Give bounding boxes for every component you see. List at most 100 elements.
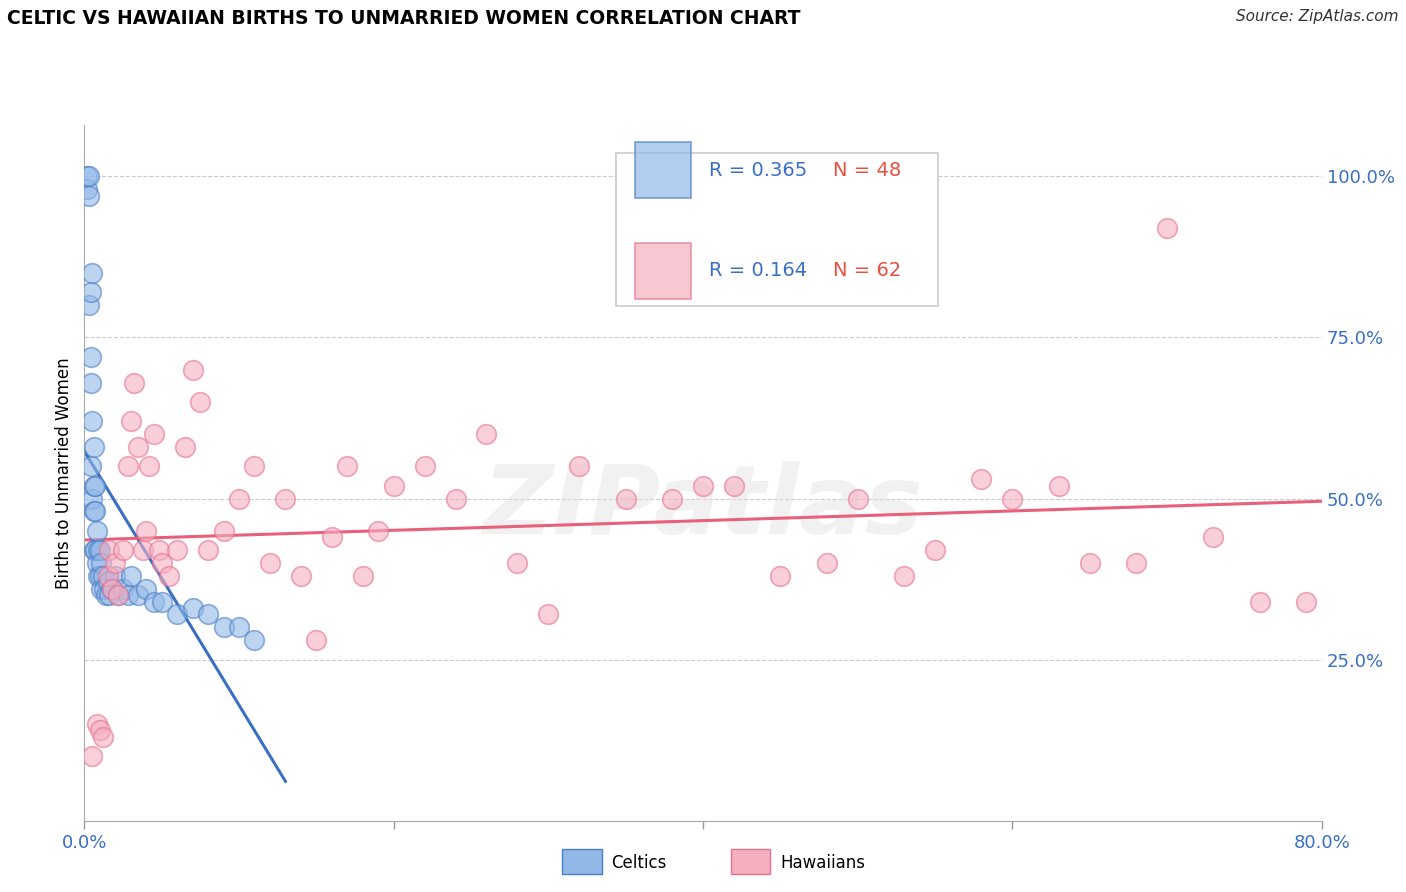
Point	[290, 569, 312, 583]
Text: Celtics: Celtics	[612, 854, 666, 871]
Point	[86, 524, 108, 538]
Point	[181, 601, 204, 615]
Point	[1125, 556, 1147, 570]
Point	[259, 556, 281, 570]
Point	[181, 362, 204, 376]
Point	[444, 491, 467, 506]
Point	[120, 414, 142, 428]
Point	[84, 543, 107, 558]
FancyBboxPatch shape	[636, 143, 690, 198]
Point	[107, 588, 129, 602]
Point	[104, 569, 127, 583]
Point	[135, 524, 157, 538]
Point	[382, 478, 405, 492]
Point	[143, 594, 166, 608]
Point	[79, 285, 101, 300]
Point	[86, 556, 108, 570]
Point	[174, 440, 197, 454]
Point	[76, 169, 98, 184]
Point	[197, 607, 219, 622]
Point	[132, 543, 155, 558]
Point	[614, 491, 637, 506]
Point	[1249, 594, 1271, 608]
Point	[89, 543, 111, 558]
Text: ZIPatlas: ZIPatlas	[482, 461, 924, 554]
Point	[815, 556, 838, 570]
Point	[305, 633, 328, 648]
Point	[89, 723, 111, 738]
Point	[212, 524, 235, 538]
Point	[148, 543, 170, 558]
Point	[166, 607, 188, 622]
Point	[96, 575, 118, 590]
Y-axis label: Births to Unmarried Women: Births to Unmarried Women	[55, 357, 73, 589]
FancyBboxPatch shape	[616, 153, 938, 306]
Point	[150, 556, 173, 570]
Point	[723, 478, 745, 492]
Point	[91, 569, 114, 583]
Text: R = 0.365: R = 0.365	[709, 161, 807, 179]
Point	[769, 569, 792, 583]
Point	[475, 427, 498, 442]
Point	[127, 440, 149, 454]
Point	[87, 569, 110, 583]
Point	[77, 188, 100, 202]
Point	[77, 298, 100, 312]
Point	[83, 440, 105, 454]
Point	[79, 459, 101, 474]
Point	[101, 582, 124, 596]
Point	[568, 459, 591, 474]
Point	[83, 478, 105, 492]
Point	[82, 414, 104, 428]
Point	[367, 524, 389, 538]
Point	[77, 169, 100, 184]
Point	[1295, 594, 1317, 608]
Point	[1202, 530, 1225, 544]
Point	[82, 266, 104, 280]
Point	[159, 569, 180, 583]
Point	[846, 491, 869, 506]
Text: CELTIC VS HAWAIIAN BIRTHS TO UNMARRIED WOMEN CORRELATION CHART: CELTIC VS HAWAIIAN BIRTHS TO UNMARRIED W…	[7, 9, 800, 28]
Point	[82, 749, 104, 764]
Text: N = 62: N = 62	[832, 261, 901, 280]
Point	[893, 569, 915, 583]
Point	[90, 582, 112, 596]
Point	[274, 491, 297, 506]
Text: N = 48: N = 48	[832, 161, 901, 179]
Point	[924, 543, 946, 558]
Point	[117, 459, 139, 474]
Point	[91, 730, 114, 744]
Point	[197, 543, 219, 558]
Point	[243, 459, 266, 474]
Point	[86, 717, 108, 731]
Point	[135, 582, 157, 596]
Point	[112, 582, 135, 596]
Point	[112, 543, 135, 558]
Point	[212, 620, 235, 634]
Point	[82, 491, 104, 506]
Point	[76, 182, 98, 196]
Point	[336, 459, 359, 474]
FancyBboxPatch shape	[636, 244, 690, 299]
Point	[970, 472, 993, 486]
Point	[90, 556, 112, 570]
Point	[120, 569, 142, 583]
Point	[84, 504, 107, 518]
Point	[93, 582, 115, 596]
Point	[1078, 556, 1101, 570]
Point	[352, 569, 374, 583]
Point	[1156, 221, 1178, 235]
Point	[98, 588, 121, 602]
Point	[98, 543, 121, 558]
Point	[87, 543, 110, 558]
Point	[243, 633, 266, 648]
Point	[537, 607, 560, 622]
Point	[692, 478, 714, 492]
Point	[228, 491, 250, 506]
Point	[321, 530, 343, 544]
Point	[122, 376, 145, 390]
Point	[228, 620, 250, 634]
Point	[413, 459, 436, 474]
Text: Source: ZipAtlas.com: Source: ZipAtlas.com	[1236, 9, 1399, 24]
Point	[104, 556, 127, 570]
